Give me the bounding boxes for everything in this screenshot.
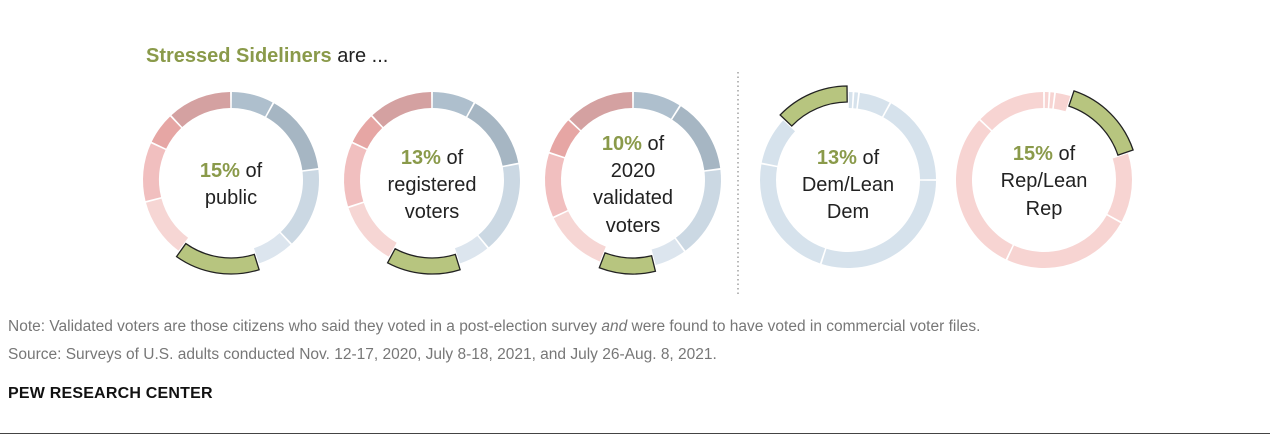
donut-segment (1007, 215, 1121, 268)
donut-segment (151, 116, 182, 149)
donut-label-line: registered (388, 174, 477, 196)
brand-footer: PEW RESEARCH CENTER (8, 385, 213, 402)
donut-chart-2: 13% of registered voters (344, 92, 520, 275)
donut-label-line: Rep/Lean (1001, 170, 1088, 192)
donut-segment (883, 103, 936, 180)
donut-label-line: Dem (827, 201, 869, 223)
donut-segment (266, 103, 319, 171)
donut-label-line: 15% of (200, 160, 263, 182)
highlight-segment (779, 85, 848, 127)
donut-segment (1044, 92, 1049, 109)
donut-segment (467, 103, 519, 166)
note-main: Note: Validated voters are those citizen… (8, 318, 598, 335)
chart-heading: Stressed Sideliners are ... (146, 45, 388, 68)
donut-segment (980, 92, 1044, 131)
donut-segment (672, 106, 721, 171)
donut-chart-3: 10% of 2020 validated voters (545, 92, 721, 275)
donut-chart-5: 15% of Rep/Lean Rep (956, 90, 1134, 268)
donut-segment (372, 92, 432, 128)
donut-segment (761, 120, 796, 166)
donut-label-line: 13% of (401, 147, 464, 169)
donut-segment (553, 211, 606, 262)
donut-segment (478, 164, 520, 248)
donut-label-line: 13% of (817, 147, 880, 169)
donut-segment (853, 92, 859, 109)
highlight-segment (1068, 90, 1134, 156)
donut-segment (675, 169, 721, 251)
donut-segment (344, 143, 367, 207)
donut-segment (857, 92, 890, 117)
donut-segment (569, 92, 633, 131)
donut-segment (253, 232, 291, 264)
donut-label-line: voters (405, 201, 459, 223)
donut-segment (348, 202, 397, 257)
donut-segment (1049, 92, 1055, 109)
donut-segment (352, 116, 383, 149)
donut-chart-1: 15% of public (142, 92, 319, 275)
donut-segment (821, 180, 936, 269)
note-text: Note: Validated voters are those citizen… (8, 318, 980, 336)
heading-rest: are ... (331, 45, 389, 67)
note-italic: and (601, 318, 628, 335)
donut-segment (231, 92, 273, 117)
donut-segment (142, 143, 166, 201)
highlight-segment (386, 247, 461, 275)
donut-segment (145, 198, 189, 251)
donut-label-line: Rep (1026, 198, 1063, 220)
donut-segment (545, 153, 568, 217)
heading-highlight: Stressed Sideliners (146, 45, 332, 67)
bottom-rule (0, 433, 1270, 434)
donut-segment (651, 238, 684, 266)
donut-label-line: public (205, 187, 257, 209)
highlight-segment (598, 251, 657, 275)
donut-label-line: 2020 (611, 160, 656, 182)
donut-segment (1107, 153, 1132, 222)
highlight-segment (175, 242, 260, 275)
donut-segment (280, 169, 319, 244)
donut-segment (633, 92, 680, 119)
donut-segment (1053, 92, 1071, 112)
donut-segment (760, 164, 826, 264)
donut-label-line: 10% of (602, 133, 665, 155)
donut-segment (848, 92, 853, 109)
source-text: Source: Surveys of U.S. adults conducted… (8, 346, 717, 363)
donut-segment (432, 92, 474, 117)
donut-label-line: voters (606, 215, 660, 237)
donut-segment (549, 120, 581, 158)
donut-label-line: Dem/Lean (802, 174, 894, 196)
donut-chart-4: 13% of Dem/Lean Dem (760, 85, 936, 269)
donut-segment (454, 235, 488, 264)
donut-segment (956, 120, 1013, 260)
donut-label-line: validated (593, 187, 673, 209)
donut-label-line: 15% of (1013, 143, 1076, 165)
donut-segment (171, 92, 231, 128)
note-tail: were found to have voted in commercial v… (627, 318, 981, 335)
